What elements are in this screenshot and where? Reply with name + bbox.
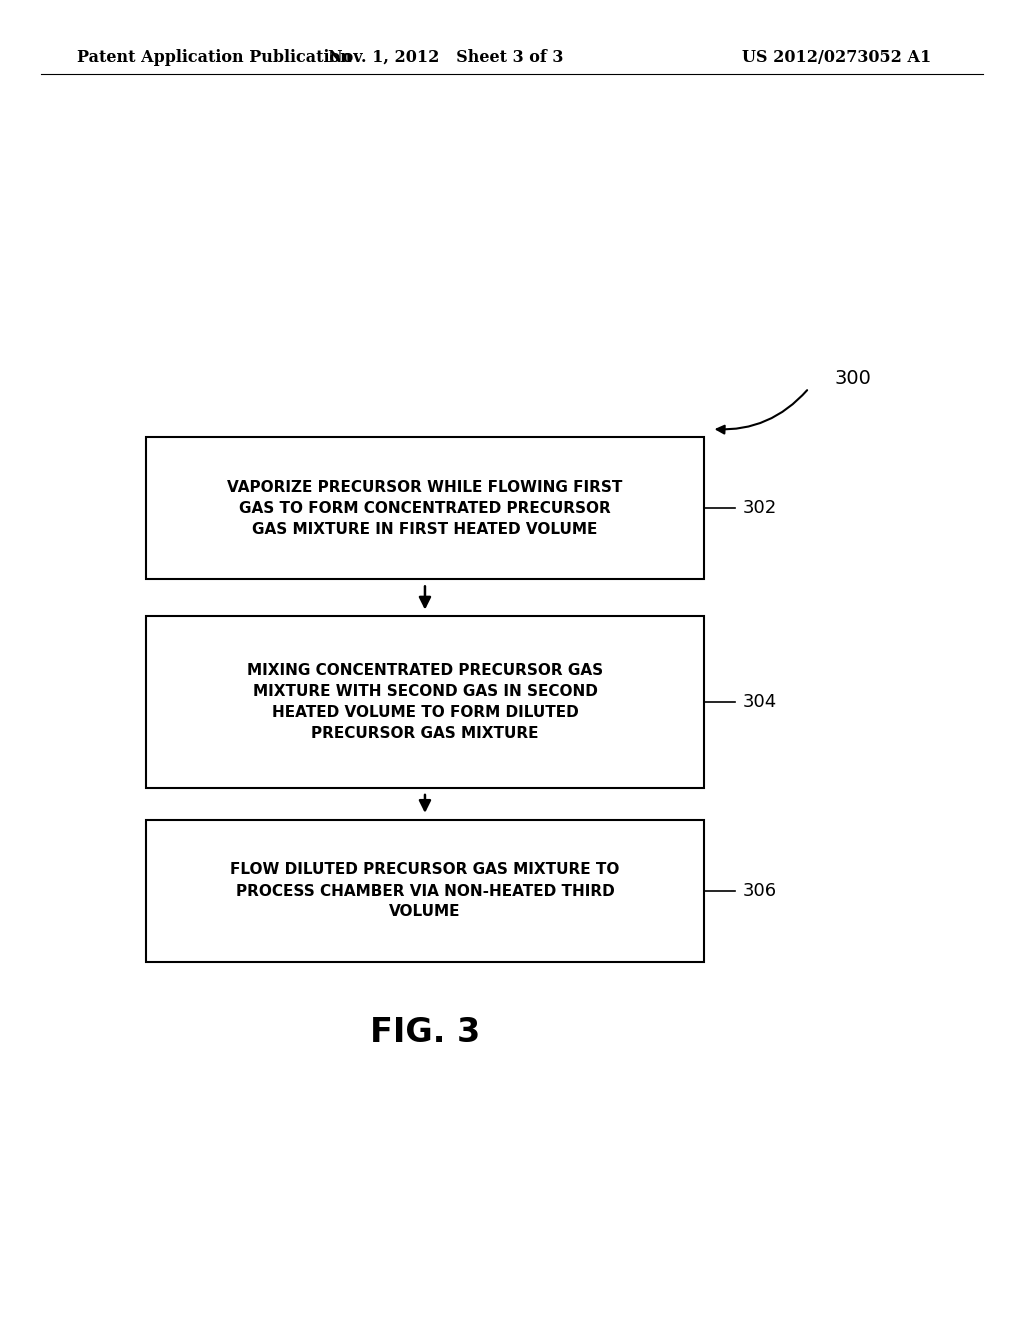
Text: FLOW DILUTED PRECURSOR GAS MIXTURE TO
PROCESS CHAMBER VIA NON-HEATED THIRD
VOLUM: FLOW DILUTED PRECURSOR GAS MIXTURE TO PR… — [230, 862, 620, 920]
Text: FIG. 3: FIG. 3 — [370, 1016, 480, 1048]
Text: Patent Application Publication: Patent Application Publication — [77, 49, 351, 66]
FancyBboxPatch shape — [145, 616, 705, 788]
Text: 304: 304 — [743, 693, 777, 711]
FancyBboxPatch shape — [145, 820, 705, 962]
Text: 302: 302 — [743, 499, 777, 517]
Text: MIXING CONCENTRATED PRECURSOR GAS
MIXTURE WITH SECOND GAS IN SECOND
HEATED VOLUM: MIXING CONCENTRATED PRECURSOR GAS MIXTUR… — [247, 663, 603, 742]
FancyBboxPatch shape — [145, 437, 705, 579]
Text: 306: 306 — [743, 882, 777, 900]
Text: US 2012/0273052 A1: US 2012/0273052 A1 — [742, 49, 932, 66]
Text: 300: 300 — [835, 370, 871, 388]
Text: Nov. 1, 2012   Sheet 3 of 3: Nov. 1, 2012 Sheet 3 of 3 — [328, 49, 563, 66]
Text: VAPORIZE PRECURSOR WHILE FLOWING FIRST
GAS TO FORM CONCENTRATED PRECURSOR
GAS MI: VAPORIZE PRECURSOR WHILE FLOWING FIRST G… — [227, 479, 623, 537]
